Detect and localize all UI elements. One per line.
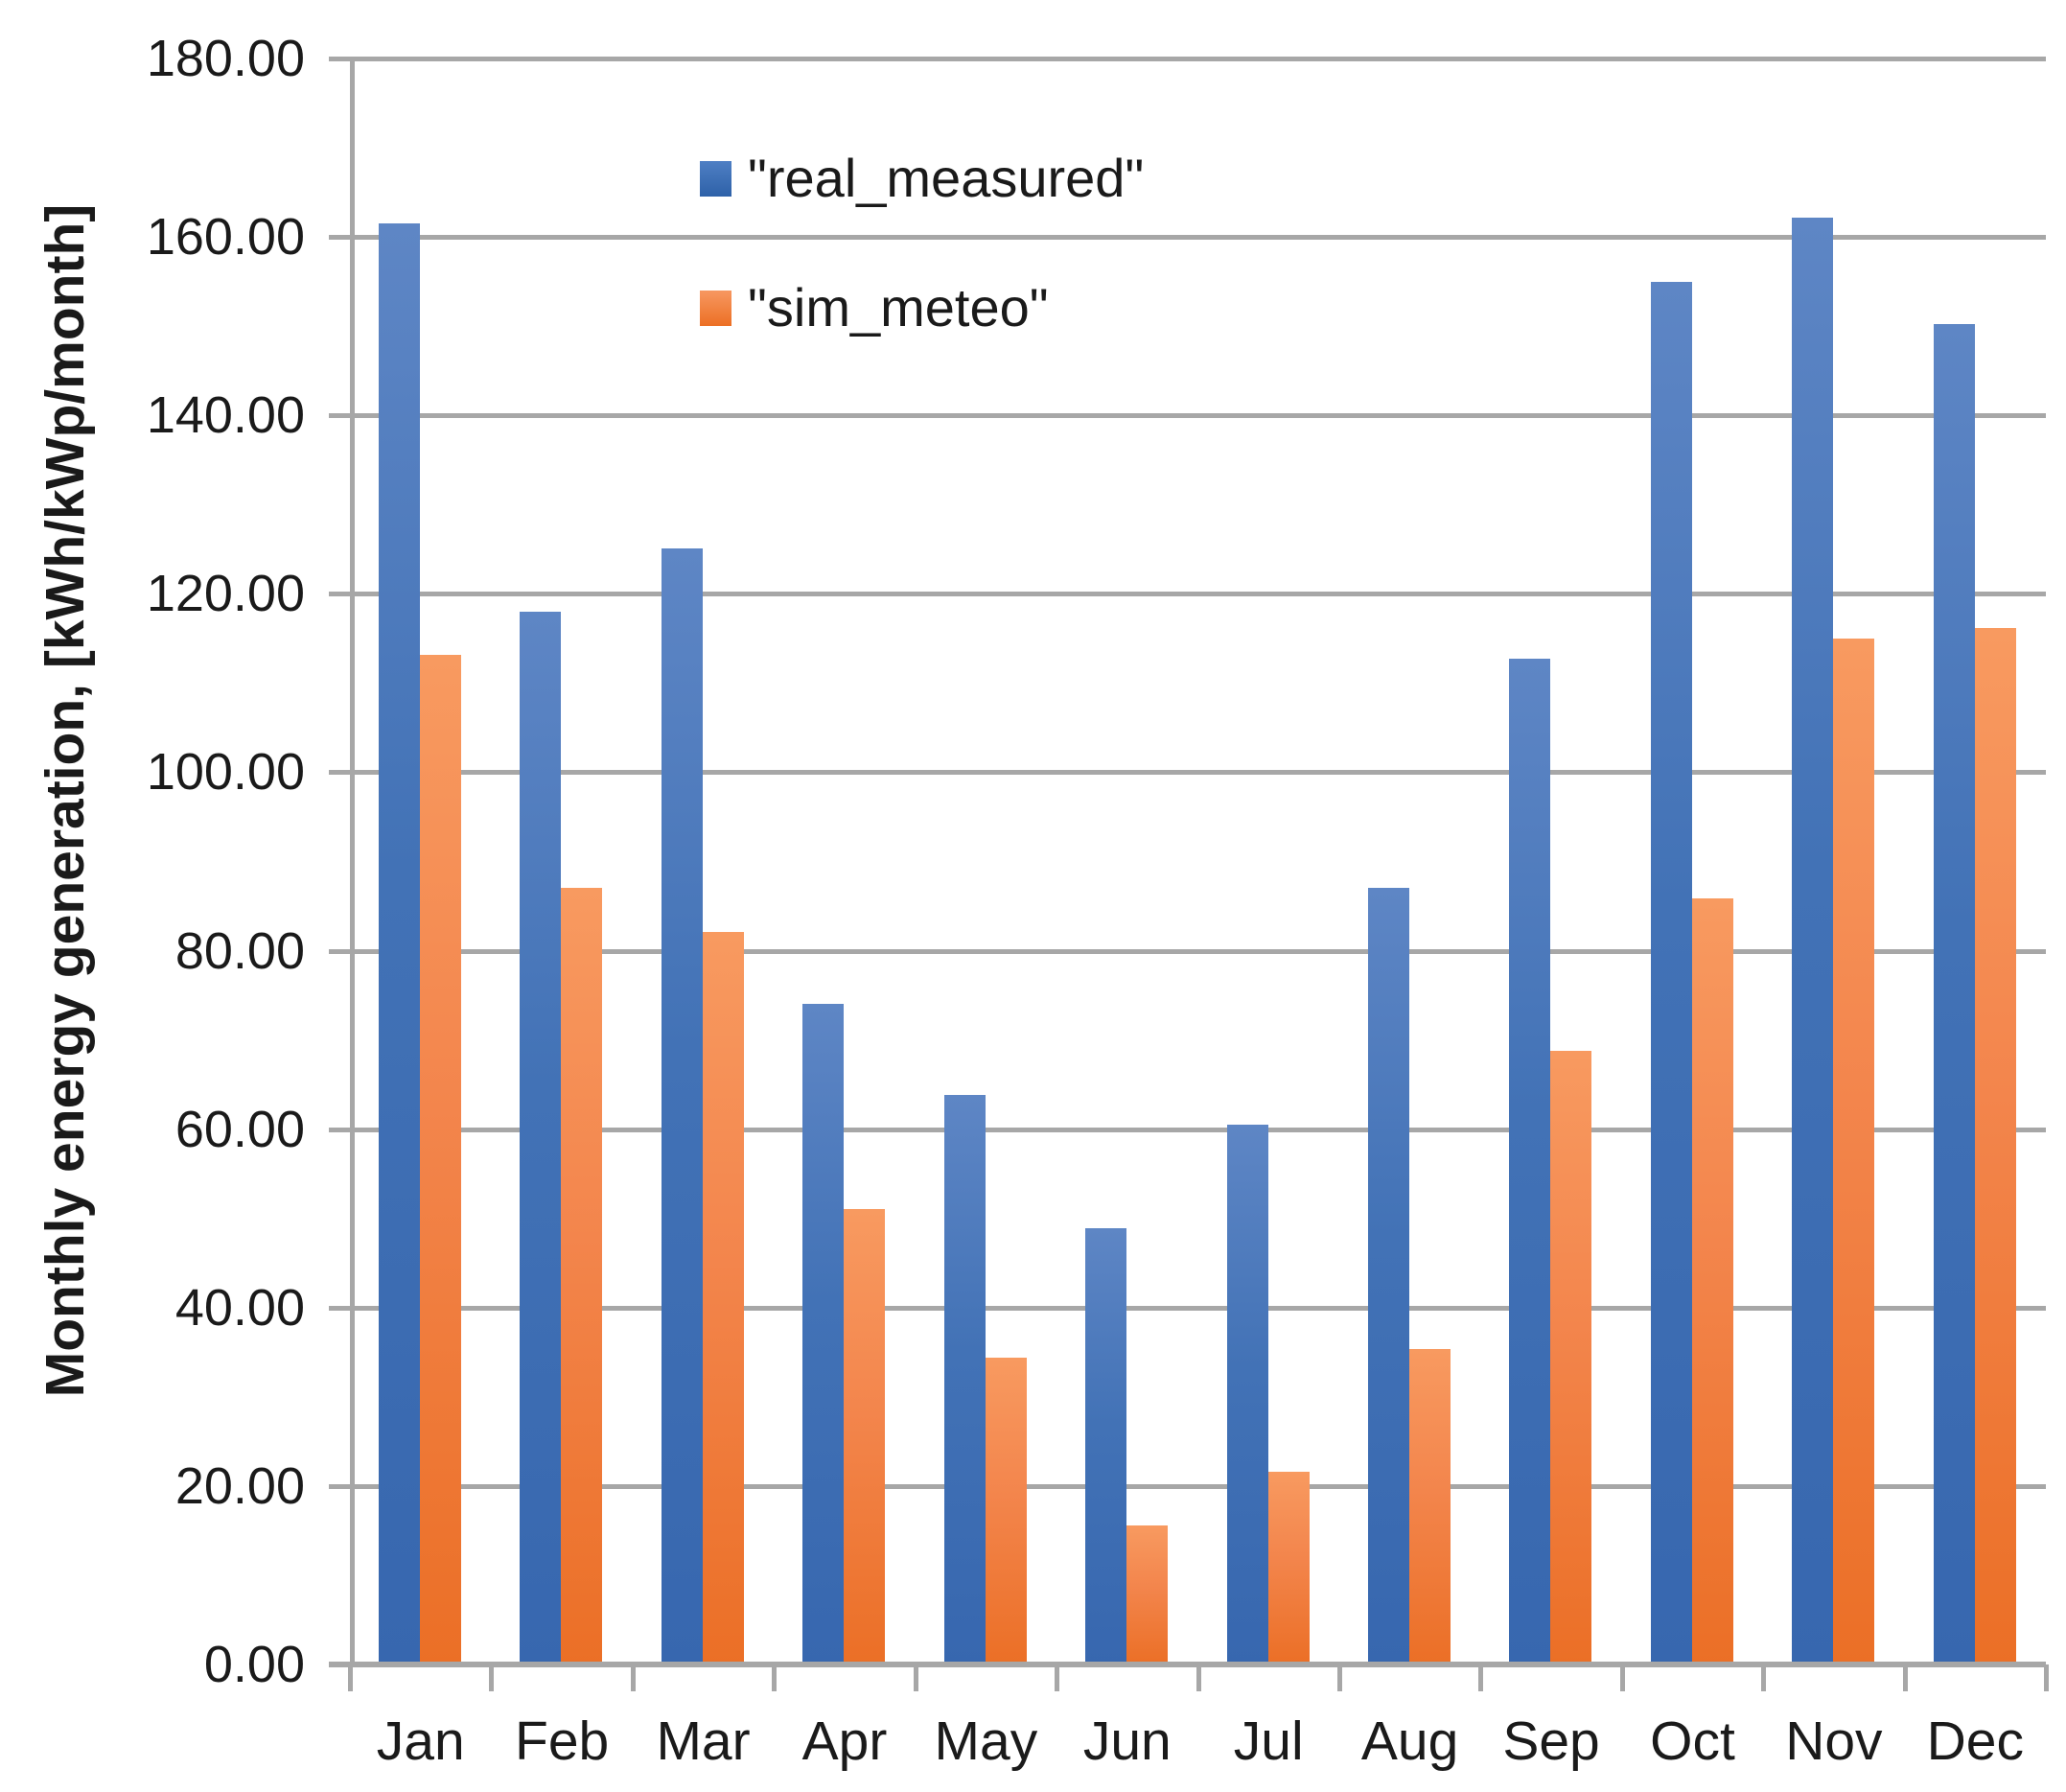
bar-Sep-real_measured[interactable]	[1509, 659, 1551, 1664]
y-tick-label: 80.00	[174, 921, 305, 980]
bar-Feb-sim_meteo[interactable]	[561, 888, 603, 1664]
x-category-label-Oct: Oct	[1650, 1711, 1735, 1772]
x-axis-tick	[1619, 1664, 1625, 1691]
y-tick-label: 160.00	[146, 208, 305, 267]
gridline-y-60.00	[350, 1127, 2046, 1132]
bar-Apr-sim_meteo[interactable]	[844, 1209, 886, 1664]
x-axis-tick	[772, 1664, 778, 1691]
y-axis-tick	[329, 413, 350, 419]
legend-label: "sim_meteo"	[748, 277, 1049, 337]
x-category-label-Jun: Jun	[1082, 1711, 1172, 1772]
bar-Jan-real_measured[interactable]	[379, 223, 420, 1664]
legend-item-real_measured[interactable]: "real_measured"	[700, 151, 1144, 205]
bar-Oct-real_measured[interactable]	[1650, 281, 1692, 1664]
x-axis-tick	[913, 1664, 918, 1691]
x-axis-tick	[1478, 1664, 1484, 1691]
x-axis-tick	[1902, 1664, 1908, 1691]
y-axis-tick	[329, 948, 350, 954]
x-category-label-Jul: Jul	[1233, 1711, 1304, 1772]
gridline-y-80.00	[350, 948, 2046, 954]
y-tick-label: 60.00	[174, 1100, 305, 1158]
bar-Jun-real_measured[interactable]	[1085, 1227, 1127, 1664]
bar-Dec-real_measured[interactable]	[1933, 324, 1975, 1664]
y-tick-label: 180.00	[146, 30, 305, 87]
bar-Nov-sim_meteo[interactable]	[1833, 638, 1875, 1664]
bar-Nov-real_measured[interactable]	[1792, 217, 1834, 1664]
legend-label: "real_measured"	[748, 148, 1145, 208]
bar-Jan-sim_meteo[interactable]	[420, 654, 461, 1664]
bar-Mar-real_measured[interactable]	[661, 547, 703, 1664]
gridline-y-180.00	[350, 57, 2046, 61]
y-tick-label: 20.00	[174, 1456, 305, 1515]
gridline-y-160.00	[350, 235, 2046, 241]
y-axis-tick	[329, 1305, 350, 1311]
x-axis-tick	[1195, 1664, 1201, 1691]
gridline-y-40.00	[350, 1305, 2046, 1311]
legend-swatch-sim_meteo	[700, 290, 731, 326]
bar-Aug-sim_meteo[interactable]	[1408, 1348, 1451, 1664]
bar-May-real_measured[interactable]	[943, 1095, 986, 1664]
bar-Jul-real_measured[interactable]	[1226, 1125, 1268, 1664]
y-axis-tick	[329, 235, 350, 241]
y-axis-title: Monthly energy generation, [kWh/kWp/mont…	[35, 203, 96, 1398]
bar-Aug-real_measured[interactable]	[1367, 888, 1409, 1664]
x-category-label-Aug: Aug	[1360, 1711, 1459, 1772]
x-category-label-Nov: Nov	[1785, 1711, 1883, 1772]
x-category-label-Dec: Dec	[1926, 1711, 2024, 1772]
bar-Jul-sim_meteo[interactable]	[1267, 1472, 1310, 1664]
x-axis-tick	[1761, 1664, 1767, 1691]
legend-item-sim_meteo[interactable]: "sim_meteo"	[700, 281, 1049, 335]
y-tick-label: 120.00	[146, 565, 305, 623]
y-tick-label: 40.00	[174, 1278, 305, 1337]
bar-Apr-real_measured[interactable]	[802, 1004, 845, 1664]
x-axis-tick	[1336, 1664, 1342, 1691]
bar-Oct-sim_meteo[interactable]	[1691, 897, 1733, 1664]
legend-swatch-real_measured	[700, 160, 731, 197]
y-axis-tick	[329, 57, 350, 61]
x-axis-tick	[489, 1664, 495, 1691]
y-axis-tick	[329, 1483, 350, 1489]
y-tick-label: 140.00	[146, 386, 305, 445]
bar-Dec-sim_meteo[interactable]	[1974, 627, 2016, 1664]
gridline-y-20.00	[350, 1483, 2046, 1489]
x-axis-line	[329, 1662, 2046, 1667]
gridline-y-120.00	[350, 592, 2046, 597]
bar-Feb-real_measured[interactable]	[520, 611, 562, 1664]
y-axis-tick	[329, 592, 350, 597]
bar-May-sim_meteo[interactable]	[985, 1357, 1027, 1664]
bar-Mar-sim_meteo[interactable]	[702, 932, 744, 1664]
x-category-label-Jan: Jan	[376, 1711, 465, 1772]
x-axis-tick	[630, 1664, 636, 1691]
x-axis-tick	[2044, 1664, 2049, 1691]
x-category-label-Sep: Sep	[1502, 1711, 1600, 1772]
y-axis-tick	[329, 1127, 350, 1132]
bar-Sep-sim_meteo[interactable]	[1550, 1050, 1592, 1664]
gridline-y-140.00	[350, 413, 2046, 419]
x-category-label-Feb: Feb	[515, 1711, 610, 1772]
bar-Jun-sim_meteo[interactable]	[1126, 1524, 1169, 1664]
x-category-label-May: May	[934, 1711, 1038, 1772]
y-axis-line	[350, 58, 355, 1667]
y-tick-label: 0.00	[203, 1636, 305, 1693]
x-category-label-Apr: Apr	[801, 1711, 888, 1772]
x-axis-tick	[348, 1664, 353, 1691]
y-tick-label: 100.00	[146, 743, 305, 802]
y-axis-tick	[329, 770, 350, 776]
gridline-y-100.00	[350, 770, 2046, 776]
x-axis-tick	[1055, 1664, 1060, 1691]
x-category-label-Mar: Mar	[656, 1711, 751, 1772]
